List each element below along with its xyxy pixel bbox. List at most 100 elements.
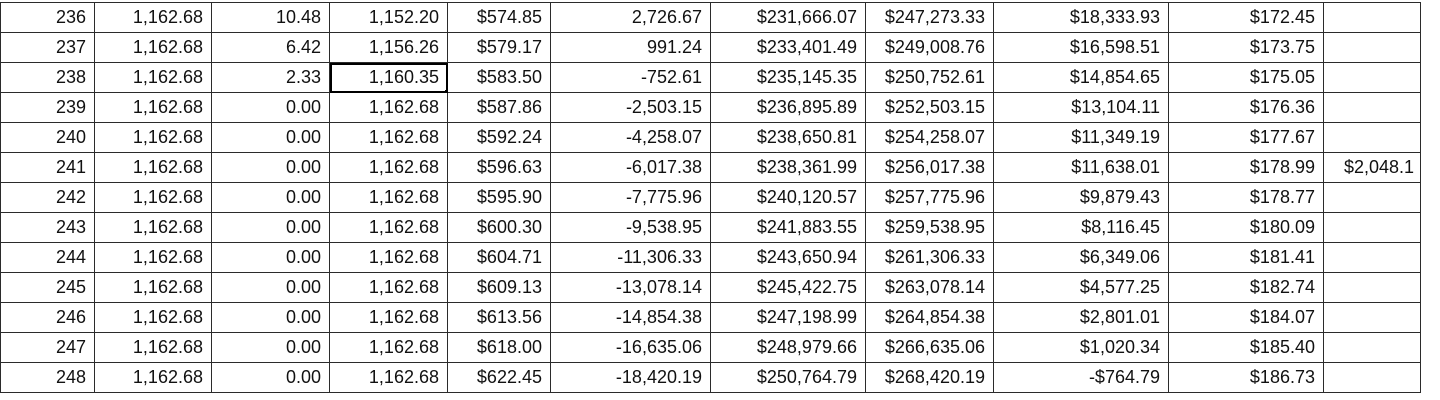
extra-cell[interactable]	[1323, 332, 1421, 363]
payment-cell[interactable]: 1,162.68	[94, 302, 212, 333]
interest-cell[interactable]: 0.00	[211, 182, 330, 213]
extra-cell[interactable]	[1323, 212, 1421, 243]
fee-cell[interactable]: $182.74	[1168, 272, 1324, 303]
cumulative-cell[interactable]: $268,420.19	[865, 362, 994, 393]
escrow-cell[interactable]: $600.30	[447, 212, 551, 243]
total-paid-cell[interactable]: $243,650.94	[710, 242, 866, 273]
balance-diff-cell[interactable]: 991.24	[550, 32, 711, 63]
cumulative-cell[interactable]: $259,538.95	[865, 212, 994, 243]
remaining-cell[interactable]: $1,020.34	[993, 332, 1169, 363]
fee-cell[interactable]: $178.99	[1168, 152, 1324, 183]
balance-diff-cell[interactable]: -16,635.06	[550, 332, 711, 363]
total-paid-cell[interactable]: $247,198.99	[710, 302, 866, 333]
fee-cell[interactable]: $175.05	[1168, 62, 1324, 93]
escrow-cell[interactable]: $592.24	[447, 122, 551, 153]
extra-cell[interactable]	[1323, 32, 1421, 63]
cumulative-cell[interactable]: $256,017.38	[865, 152, 994, 183]
principal-cell[interactable]: 1,152.20	[329, 2, 448, 33]
principal-cell[interactable]: 1,162.68	[329, 332, 448, 363]
interest-cell[interactable]: 0.00	[211, 152, 330, 183]
fee-cell[interactable]: $181.41	[1168, 242, 1324, 273]
extra-cell[interactable]	[1323, 122, 1421, 153]
balance-diff-cell[interactable]: 2,726.67	[550, 2, 711, 33]
balance-diff-cell[interactable]: -13,078.14	[550, 272, 711, 303]
balance-diff-cell[interactable]: -6,017.38	[550, 152, 711, 183]
row-number-cell[interactable]: 240	[0, 122, 95, 153]
cumulative-cell[interactable]: $257,775.96	[865, 182, 994, 213]
row-number-cell[interactable]: 238	[0, 62, 95, 93]
escrow-cell[interactable]: $604.71	[447, 242, 551, 273]
total-paid-cell[interactable]: $233,401.49	[710, 32, 866, 63]
fee-cell[interactable]: $186.73	[1168, 362, 1324, 393]
total-paid-cell[interactable]: $248,979.66	[710, 332, 866, 363]
fee-cell[interactable]: $178.77	[1168, 182, 1324, 213]
payment-cell[interactable]: 1,162.68	[94, 32, 212, 63]
extra-cell[interactable]	[1323, 182, 1421, 213]
interest-cell[interactable]: 0.00	[211, 332, 330, 363]
payment-cell[interactable]: 1,162.68	[94, 332, 212, 363]
remaining-cell[interactable]: $8,116.45	[993, 212, 1169, 243]
payment-cell[interactable]: 1,162.68	[94, 272, 212, 303]
escrow-cell[interactable]: $583.50	[447, 62, 551, 93]
extra-cell[interactable]	[1323, 92, 1421, 123]
escrow-cell[interactable]: $622.45	[447, 362, 551, 393]
extra-cell[interactable]	[1323, 2, 1421, 33]
remaining-cell[interactable]: $14,854.65	[993, 62, 1169, 93]
balance-diff-cell[interactable]: -18,420.19	[550, 362, 711, 393]
payment-cell[interactable]: 1,162.68	[94, 182, 212, 213]
fee-cell[interactable]: $184.07	[1168, 302, 1324, 333]
principal-cell[interactable]: 1,156.26	[329, 32, 448, 63]
principal-cell[interactable]: 1,162.68	[329, 362, 448, 393]
cumulative-cell[interactable]: $249,008.76	[865, 32, 994, 63]
extra-cell[interactable]	[1323, 362, 1421, 393]
remaining-cell[interactable]: $9,879.43	[993, 182, 1169, 213]
row-number-cell[interactable]: 243	[0, 212, 95, 243]
total-paid-cell[interactable]: $238,361.99	[710, 152, 866, 183]
interest-cell[interactable]: 10.48	[211, 2, 330, 33]
escrow-cell[interactable]: $596.63	[447, 152, 551, 183]
cumulative-cell[interactable]: $264,854.38	[865, 302, 994, 333]
remaining-cell[interactable]: $4,577.25	[993, 272, 1169, 303]
cumulative-cell[interactable]: $254,258.07	[865, 122, 994, 153]
interest-cell[interactable]: 2.33	[211, 62, 330, 93]
remaining-cell[interactable]: -$764.79	[993, 362, 1169, 393]
balance-diff-cell[interactable]: -14,854.38	[550, 302, 711, 333]
payment-cell[interactable]: 1,162.68	[94, 92, 212, 123]
escrow-cell[interactable]: $613.56	[447, 302, 551, 333]
interest-cell[interactable]: 6.42	[211, 32, 330, 63]
principal-cell[interactable]: 1,160.35	[329, 62, 448, 93]
escrow-cell[interactable]: $609.13	[447, 272, 551, 303]
remaining-cell[interactable]: $11,638.01	[993, 152, 1169, 183]
remaining-cell[interactable]: $2,801.01	[993, 302, 1169, 333]
fee-cell[interactable]: $176.36	[1168, 92, 1324, 123]
total-paid-cell[interactable]: $245,422.75	[710, 272, 866, 303]
principal-cell[interactable]: 1,162.68	[329, 272, 448, 303]
total-paid-cell[interactable]: $236,895.89	[710, 92, 866, 123]
extra-cell[interactable]	[1323, 242, 1421, 273]
remaining-cell[interactable]: $6,349.06	[993, 242, 1169, 273]
cumulative-cell[interactable]: $263,078.14	[865, 272, 994, 303]
principal-cell[interactable]: 1,162.68	[329, 212, 448, 243]
escrow-cell[interactable]: $574.85	[447, 2, 551, 33]
interest-cell[interactable]: 0.00	[211, 212, 330, 243]
balance-diff-cell[interactable]: -7,775.96	[550, 182, 711, 213]
payment-cell[interactable]: 1,162.68	[94, 62, 212, 93]
extra-cell[interactable]	[1323, 302, 1421, 333]
extra-cell[interactable]	[1323, 62, 1421, 93]
cumulative-cell[interactable]: $266,635.06	[865, 332, 994, 363]
total-paid-cell[interactable]: $250,764.79	[710, 362, 866, 393]
fee-cell[interactable]: $185.40	[1168, 332, 1324, 363]
escrow-cell[interactable]: $587.86	[447, 92, 551, 123]
balance-diff-cell[interactable]: -11,306.33	[550, 242, 711, 273]
total-paid-cell[interactable]: $241,883.55	[710, 212, 866, 243]
row-number-cell[interactable]: 245	[0, 272, 95, 303]
payment-cell[interactable]: 1,162.68	[94, 2, 212, 33]
row-number-cell[interactable]: 246	[0, 302, 95, 333]
fee-cell[interactable]: $173.75	[1168, 32, 1324, 63]
row-number-cell[interactable]: 242	[0, 182, 95, 213]
escrow-cell[interactable]: $595.90	[447, 182, 551, 213]
principal-cell[interactable]: 1,162.68	[329, 152, 448, 183]
balance-diff-cell[interactable]: -9,538.95	[550, 212, 711, 243]
payment-cell[interactable]: 1,162.68	[94, 152, 212, 183]
fee-cell[interactable]: $180.09	[1168, 212, 1324, 243]
